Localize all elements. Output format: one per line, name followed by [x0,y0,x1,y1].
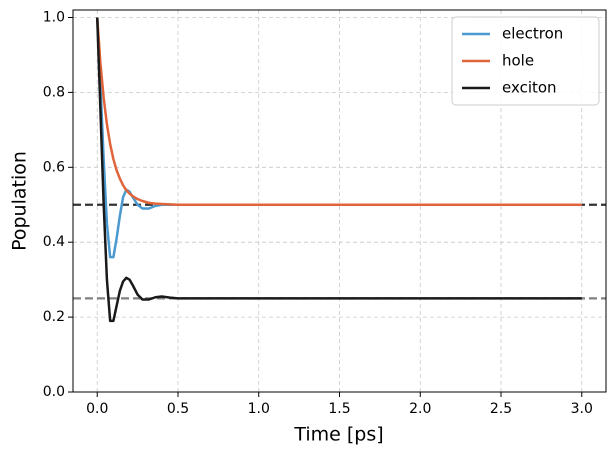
legend-box [451,16,600,106]
y-tick-label: 1.0 [43,9,65,25]
series-line [95,17,582,206]
x-tick-label: 2.5 [490,401,512,417]
series-line [95,17,582,323]
y-axis-label: Population [9,151,31,251]
x-tick-label: 0.5 [167,401,189,417]
legend-label: hole [502,52,534,70]
y-tick-label: 0.0 [43,384,65,400]
x-tick-label: 0.0 [86,401,108,417]
x-tick-label: 1.0 [248,401,270,417]
y-tick-label: 0.6 [43,159,65,175]
x-tick-label: 1.5 [328,401,350,417]
legend-label: exciton [502,79,557,97]
y-tick-label: 0.4 [43,234,65,250]
x-axis-label: Time [ps] [293,424,383,446]
x-tick-label: 3.0 [571,401,593,417]
y-tick-label: 0.8 [43,84,65,100]
y-tick-label: 0.2 [43,309,65,325]
legend-label: electron [502,25,563,43]
plot-frame [72,9,607,393]
x-tick-label: 2.0 [409,401,431,417]
